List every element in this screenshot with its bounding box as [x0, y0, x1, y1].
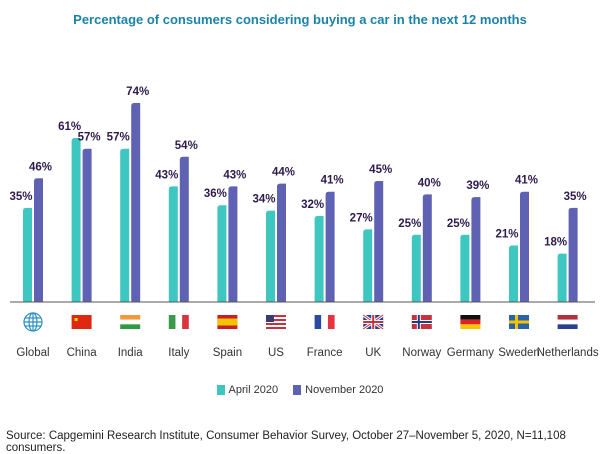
- bar-november: [374, 180, 384, 302]
- globe-icon: [23, 312, 43, 332]
- legend-swatch: [216, 385, 225, 395]
- legend-item-april: April 2020: [216, 384, 279, 396]
- bar-april: [314, 215, 324, 302]
- legend-label: November 2020: [305, 384, 384, 396]
- bar-april: [168, 186, 178, 302]
- italy-flag-icon: [168, 315, 189, 329]
- data-label: 34%: [252, 194, 275, 206]
- category-label: India: [118, 347, 144, 359]
- bar-november: [277, 183, 286, 302]
- bar-november: [82, 148, 92, 302]
- data-label: 43%: [155, 169, 178, 181]
- data-label: 25%: [398, 218, 421, 230]
- bar-april: [217, 205, 227, 302]
- legend-swatch: [293, 385, 302, 395]
- data-label: 35%: [9, 191, 32, 203]
- legend: April 2020 November 2020: [0, 384, 600, 398]
- china-flag-icon: [71, 315, 92, 329]
- us-flag-icon: [266, 315, 286, 329]
- chart-title: Percentage of consumers considering buyi…: [73, 12, 527, 27]
- bar-april: [509, 245, 518, 302]
- data-label: 27%: [350, 212, 373, 224]
- data-label: 18%: [544, 237, 567, 249]
- data-label: 57%: [107, 132, 130, 144]
- data-label: 36%: [204, 188, 227, 200]
- category-label: France: [307, 347, 343, 359]
- source-note: Source: Capgemini Research Institute, Co…: [6, 430, 566, 454]
- netherlands-flag-icon: [557, 315, 578, 329]
- category-label: UK: [365, 347, 381, 359]
- norway-flag-icon: [411, 315, 432, 329]
- bar-april: [120, 148, 130, 302]
- bar-november: [520, 191, 529, 302]
- data-label: 46%: [29, 161, 52, 173]
- bar-november: [422, 194, 432, 302]
- data-label: 61%: [58, 121, 81, 133]
- data-label: 35%: [564, 191, 587, 203]
- data-label: 43%: [223, 169, 246, 181]
- bar-april: [266, 210, 275, 302]
- bar-november: [568, 207, 578, 302]
- data-label: 40%: [418, 177, 441, 189]
- data-label: 21%: [495, 229, 518, 241]
- bar-april: [363, 229, 373, 302]
- category-label: Netherlands: [537, 347, 599, 359]
- category-label: Norway: [402, 347, 441, 359]
- data-label: 54%: [175, 140, 198, 152]
- legend-label: April 2020: [228, 384, 279, 396]
- germany-flag-icon: [460, 315, 481, 329]
- bar-november: [228, 186, 238, 302]
- bar-april: [71, 137, 81, 302]
- data-label: 41%: [321, 175, 344, 187]
- category-label: Sweden: [498, 347, 540, 359]
- data-label: 74%: [126, 86, 149, 98]
- category-label: Spain: [213, 347, 242, 359]
- spain-flag-icon: [217, 315, 238, 329]
- bar-november: [34, 178, 43, 302]
- category-label: Italy: [168, 347, 189, 359]
- france-flag-icon: [314, 315, 335, 329]
- uk-flag-icon: [362, 313, 385, 331]
- data-label: 32%: [301, 199, 324, 211]
- data-label: 25%: [447, 218, 470, 230]
- data-label: 41%: [515, 175, 538, 187]
- legend-item-november: November 2020: [293, 384, 383, 396]
- bar-november: [471, 197, 481, 302]
- category-label: Germany: [447, 347, 495, 359]
- data-label: 39%: [466, 180, 489, 192]
- bar-april: [23, 207, 32, 302]
- bar-april: [557, 253, 567, 302]
- data-label: 44%: [272, 167, 295, 179]
- bar-november: [131, 103, 141, 302]
- data-label: 45%: [369, 164, 392, 176]
- india-flag-icon: [120, 315, 141, 329]
- category-label: Global: [16, 347, 49, 359]
- data-label: 57%: [78, 132, 101, 144]
- bar-chart: 35%46%Global61%57%China57%74%India43%54%…: [9, 86, 599, 359]
- category-label: US: [268, 347, 284, 359]
- category-label: China: [67, 347, 98, 359]
- sweden-flag-icon: [509, 315, 529, 329]
- bar-november: [325, 191, 335, 302]
- bar-november: [179, 156, 189, 302]
- bar-april: [411, 234, 421, 302]
- bar-april: [460, 234, 470, 302]
